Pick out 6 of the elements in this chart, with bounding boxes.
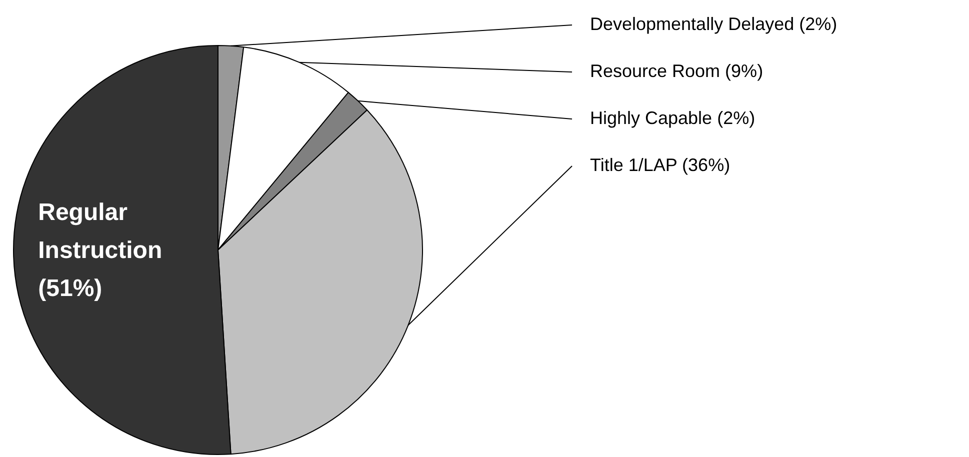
slice-label: Resource Room (9%)	[590, 60, 764, 81]
slice-label: Title 1/LAP (36%)	[590, 154, 730, 175]
slice-label: Developmentally Delayed (2%)	[590, 14, 838, 34]
data-label: (51%)	[38, 274, 102, 302]
slice-label: Regular Instruction	[38, 198, 162, 264]
slice-label: Highly Capable (2%)	[590, 108, 756, 128]
